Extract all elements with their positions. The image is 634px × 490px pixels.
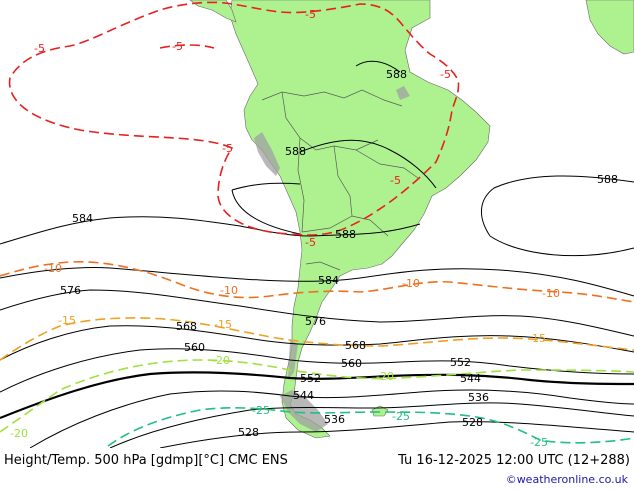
map-footer: Height/Temp. 500 hPa [gdmp][°C] CMC ENS … — [0, 448, 634, 490]
weather-map: 588 588 588 588 584 584 576 576 568 568 … — [0, 0, 634, 448]
temp-label: -5 — [390, 174, 401, 187]
temp-label: -20 — [212, 354, 230, 367]
temp-label: -25 — [530, 436, 548, 448]
height-label: 576 — [60, 284, 81, 297]
height-label: 568 — [345, 339, 366, 352]
country-borders — [261, 89, 419, 271]
height-label: 588 — [285, 145, 306, 158]
height-label: 528 — [462, 416, 483, 429]
temp-label: -15 — [528, 332, 546, 345]
height-label: 576 — [305, 315, 326, 328]
temp-label: -10 — [402, 277, 420, 290]
height-contours — [0, 60, 634, 448]
height-label: 560 — [341, 357, 362, 370]
temp-label: -10 — [542, 287, 560, 300]
temp-label: -20 — [10, 427, 28, 440]
temp-label: -5 — [440, 68, 451, 81]
height-label: 536 — [468, 391, 489, 404]
temp-label: -5 — [305, 8, 316, 21]
temperature-labels: -5 -5 -5 -5 -5 -5 -5 -10 -10 -10 -10 -15… — [10, 8, 560, 448]
temp-label: -25 — [252, 404, 270, 417]
height-label: 552 — [300, 372, 321, 385]
temp-label: -10 — [44, 262, 62, 275]
height-label: 544 — [460, 372, 481, 385]
south-america — [229, 0, 491, 439]
height-label: 560 — [184, 341, 205, 354]
valid-time: Tu 16-12-2025 12:00 UTC (12+288) — [398, 453, 630, 468]
height-labels: 588 588 588 588 584 584 576 576 568 568 … — [60, 68, 618, 439]
height-label: 584 — [318, 274, 339, 287]
map-title: Height/Temp. 500 hPa [gdmp][°C] CMC ENS — [4, 453, 288, 468]
height-label: 544 — [293, 389, 314, 402]
height-label: 588 — [386, 68, 407, 81]
temp-label: -10 — [220, 284, 238, 297]
map-canvas: 588 588 588 588 584 584 576 576 568 568 … — [0, 0, 634, 448]
height-label: 584 — [72, 212, 93, 225]
height-label: 588 — [335, 228, 356, 241]
isotherms — [0, 1, 634, 447]
temp-label: -25 — [392, 410, 410, 423]
temp-label: -15 — [214, 318, 232, 331]
temp-label: -5 — [305, 236, 316, 249]
temp-label: -5 — [222, 142, 233, 155]
central-america — [189, 0, 237, 23]
height-label: 568 — [176, 320, 197, 333]
temp-label: -5 — [34, 42, 45, 55]
height-label: 536 — [324, 413, 345, 426]
temp-label: -20 — [376, 370, 394, 383]
falkland-islands — [371, 405, 389, 417]
temp-label: -5 — [172, 40, 183, 53]
height-label: 552 — [450, 356, 471, 369]
temp-label: -15 — [58, 314, 76, 327]
africa — [585, 0, 634, 55]
height-label: 588 — [597, 173, 618, 186]
credit-link[interactable]: ©weatheronline.co.uk — [505, 473, 628, 486]
height-label: 528 — [238, 426, 259, 439]
